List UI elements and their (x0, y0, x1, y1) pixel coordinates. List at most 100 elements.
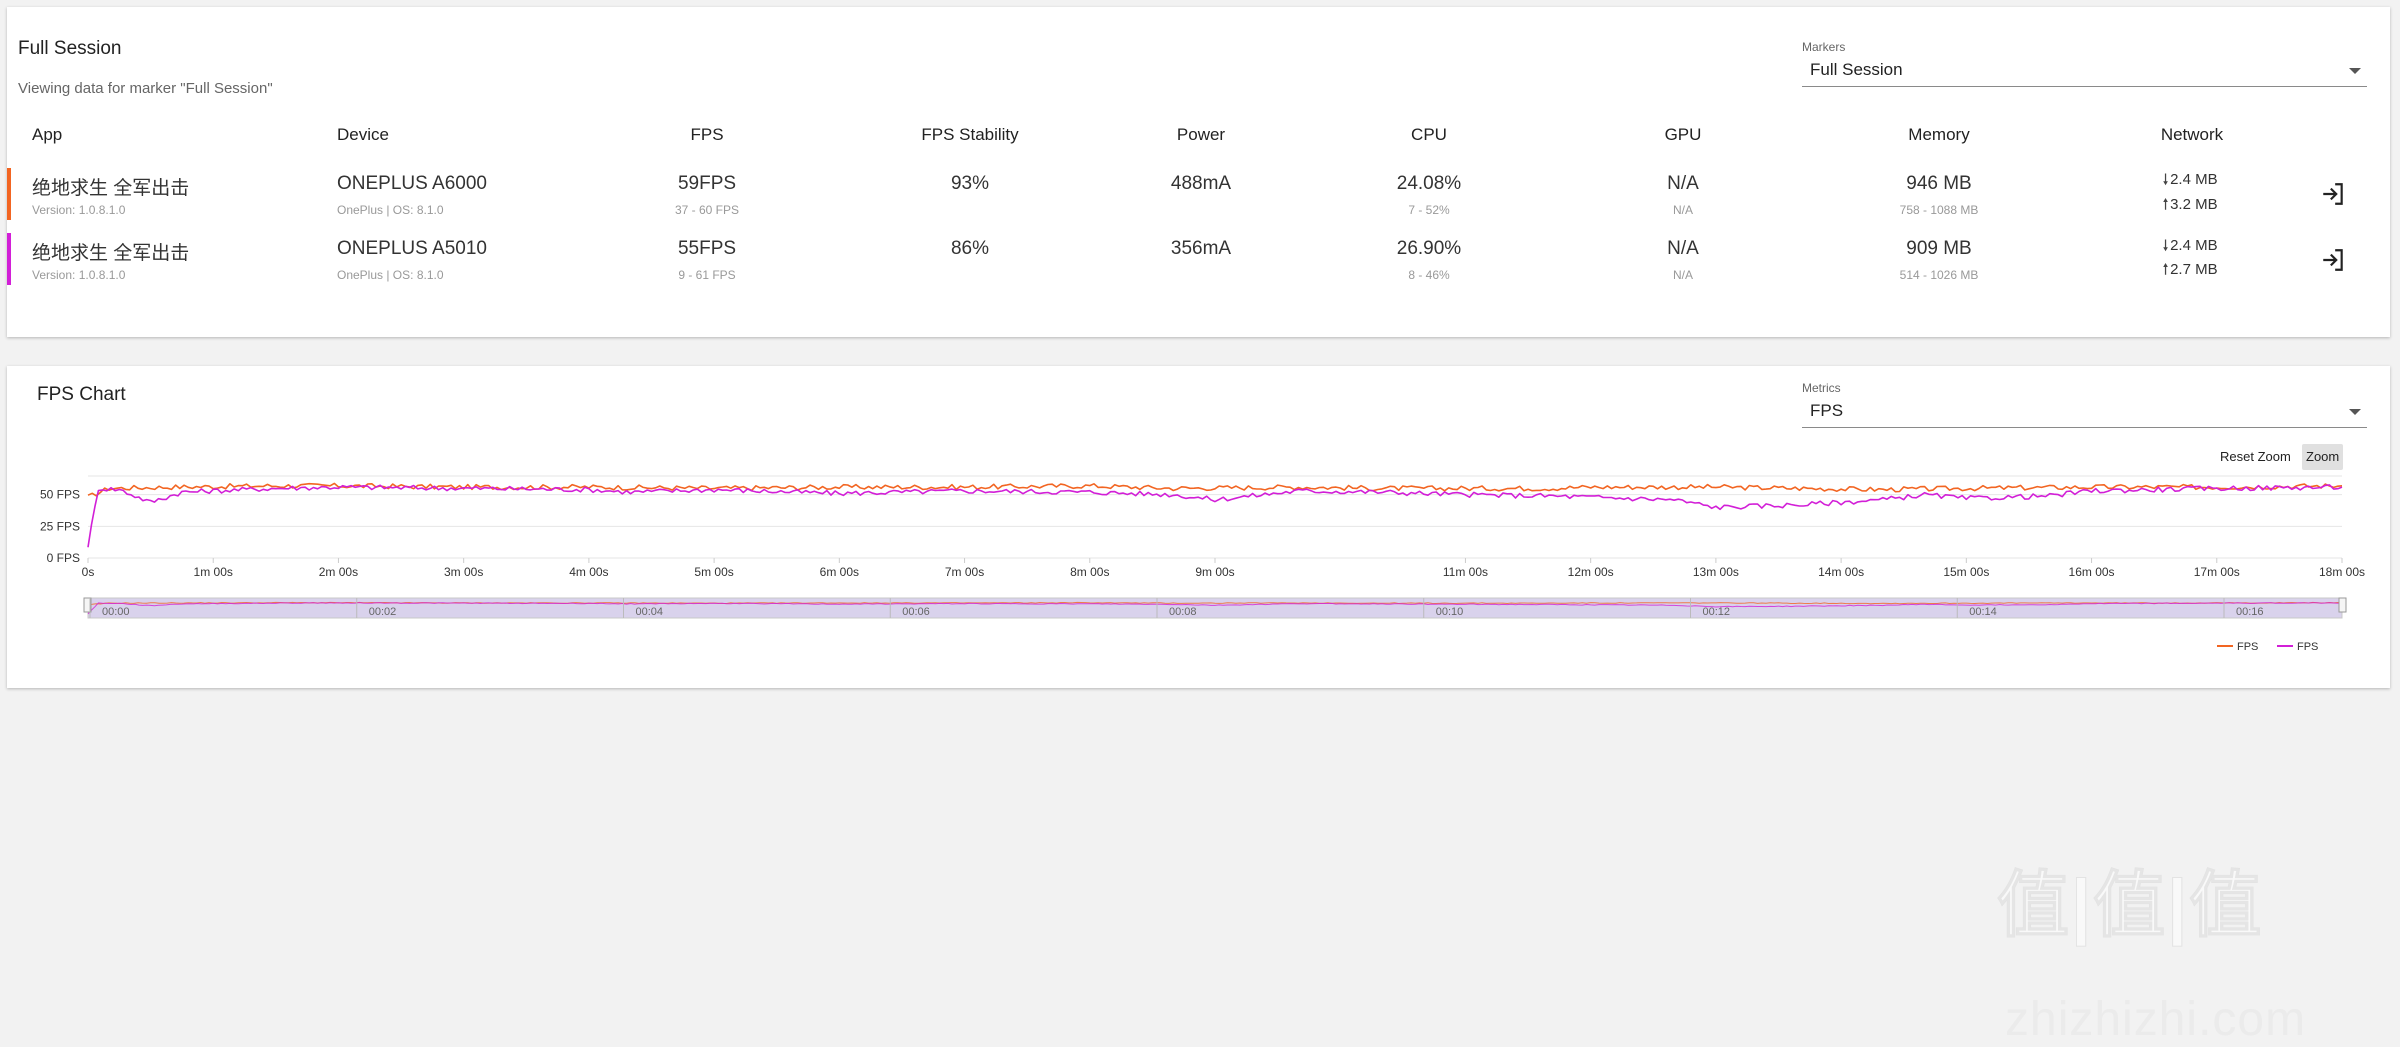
gpu-sub: N/A (1672, 203, 1693, 217)
arrow-up-icon: 🠑 (2163, 261, 2169, 277)
memory-range: 514 - 1026 MB (1899, 268, 1979, 282)
network-upload: 🠑 3.2 MB (2163, 194, 2218, 218)
app-version: Version: 1.0.8.1.0 (32, 203, 126, 217)
navigator-tick-label: 00:00 (102, 606, 130, 618)
x-tick-label: 17m 00s (2194, 565, 2240, 579)
navigator-handle-left (83, 597, 92, 613)
x-tick-label: 14m 00s (1818, 565, 1864, 579)
x-tick-label: 5m 00s (694, 565, 733, 579)
fps-line-chart[interactable]: 50 FPS 25 FPS 0 FPS 0s 1m 00s 2m 00s 3m 00s 4m… (7, 366, 2390, 688)
x-tick-label: 8m 00s (1070, 565, 1109, 579)
fps-value: 55FPS (677, 238, 737, 259)
navigator-tick-label: 00:04 (636, 606, 664, 618)
metrics-select[interactable]: Metrics FPS (1802, 381, 2367, 428)
zoom-button[interactable]: Zoom (2302, 444, 2344, 470)
gpu-value: N/A (1667, 238, 1699, 259)
x-tick-label: 1m 00s (194, 565, 233, 579)
network-upload: 🠑 2.7 MB (2163, 259, 2218, 283)
device-name: ONEPLUS A5010 (337, 238, 487, 259)
column-header-app: App (32, 125, 63, 144)
exit-session-icon[interactable] (2320, 247, 2346, 273)
navigator-tick-label: 00:10 (1436, 606, 1464, 618)
network-download: 🠓 2.4 MB (2163, 169, 2218, 193)
chart-legend[interactable]: FPS FPS (2217, 641, 2318, 653)
navigator-tick-label: 00:14 (1969, 606, 1997, 618)
fps-range: 37 - 60 FPS (674, 203, 740, 217)
markers-label: Markers (1802, 40, 1846, 54)
navigator-series-2 (87, 602, 2343, 615)
metrics-value-box[interactable]: FPS (1802, 398, 2367, 428)
x-tick-label: 2m 00s (319, 565, 358, 579)
gpu-sub: N/A (1672, 268, 1693, 282)
y-axis-labels: 50 FPS 25 FPS 0 FPS (40, 488, 80, 565)
range-navigator[interactable]: 00:00 00:02 00:04 00:06 00:08 00:10 00:12 00:14… (83, 597, 2347, 619)
chevron-down-icon[interactable] (2349, 409, 2361, 415)
x-tick-label: 11m 00s (1443, 565, 1488, 579)
markers-value-box[interactable]: Full Session (1802, 57, 2367, 87)
session-subtitle: Viewing data for marker "Full Session" (18, 80, 273, 97)
metrics-label: Metrics (1802, 381, 1841, 395)
network-download-value: 2.4 MB (2170, 237, 2218, 254)
chart-card-title: FPS Chart (37, 384, 126, 405)
metrics-value: FPS (1810, 401, 1844, 420)
session-title: Full Session (18, 38, 122, 59)
navigator-tick-label: 00:16 (2236, 606, 2264, 618)
x-tick-label: 0s (82, 565, 95, 579)
x-tick-label: 12m 00s (1568, 565, 1614, 579)
x-tick-label: 4m 00s (569, 565, 608, 579)
x-tick-label: 9m 00s (1195, 565, 1234, 579)
watermark-text: zhizhizhi.com (2005, 993, 2307, 1046)
x-tick-label: 7m 00s (945, 565, 984, 579)
fps-stability-value: 93% (950, 173, 990, 194)
series-line-1 (87, 482, 2343, 497)
column-header-gpu: GPU (1664, 125, 1702, 144)
network-upload-value: 2.7 MB (2170, 261, 2218, 278)
exit-session-icon[interactable] (2320, 181, 2346, 207)
y-tick-label: 50 FPS (40, 488, 80, 502)
fps-value: 59FPS (677, 173, 737, 194)
arrow-down-icon: 🠓 (2163, 237, 2169, 253)
fps-range: 9 - 61 FPS (678, 268, 736, 282)
navigator-tick-label: 00:08 (1169, 606, 1197, 618)
chart-series (87, 482, 2343, 548)
x-tick-label: 16m 00s (2069, 565, 2115, 579)
column-header-cpu: CPU (1411, 125, 1447, 144)
cpu-value: 24.08% (1396, 173, 1462, 194)
cpu-range: 7 - 52% (1408, 203, 1450, 217)
y-tick-label: 0 FPS (47, 551, 80, 565)
x-tick-label: 6m 00s (820, 565, 859, 579)
navigator-tick-label: 00:02 (369, 606, 397, 618)
power-value: 488mA (1170, 173, 1232, 194)
network-upload-value: 3.2 MB (2170, 196, 2218, 213)
power-value: 356mA (1170, 238, 1232, 259)
device-os: OnePlus | OS: 8.1.0 (337, 203, 444, 217)
x-tick-label: 13m 00s (1693, 565, 1739, 579)
legend-label: FPS (2237, 641, 2258, 653)
navigator-mask (87, 597, 2343, 619)
memory-range: 758 - 1088 MB (1899, 203, 1979, 217)
x-axis-labels: 0s 1m 00s 2m 00s 3m 00s 4m 00s 5m 00s 6m 00s 7m… (82, 565, 2365, 579)
column-header-network: Network (2160, 125, 2224, 144)
cpu-range: 8 - 46% (1408, 268, 1450, 282)
row-color-bar (7, 168, 11, 220)
cpu-value: 26.90% (1396, 238, 1462, 259)
app-name: 绝地求生 全军出击 (32, 178, 190, 199)
reset-zoom-button[interactable]: Reset Zoom (2220, 449, 2291, 464)
watermark-logo: 值|值|值 (1996, 866, 2264, 947)
markers-select[interactable]: Markers Full Session (1802, 40, 2367, 87)
chart-gridlines (87, 475, 2343, 563)
series-line-2 (87, 484, 2343, 548)
gpu-value: N/A (1667, 173, 1699, 194)
column-header-power: Power (1176, 125, 1226, 144)
x-tick-label: 15m 00s (1943, 565, 1989, 579)
x-tick-label: 18m 00s (2319, 565, 2365, 579)
row-color-bar (7, 233, 11, 285)
arrow-up-icon: 🠑 (2163, 196, 2169, 212)
chevron-down-icon[interactable] (2349, 68, 2361, 74)
fps-stability-value: 86% (950, 238, 990, 259)
column-header-fps: FPS (690, 125, 724, 144)
memory-value: 946 MB (1906, 173, 1972, 194)
navigator-tick-label: 00:12 (1703, 606, 1731, 618)
app-name: 绝地求生 全军出击 (32, 243, 190, 264)
markers-value: Full Session (1810, 60, 1903, 79)
